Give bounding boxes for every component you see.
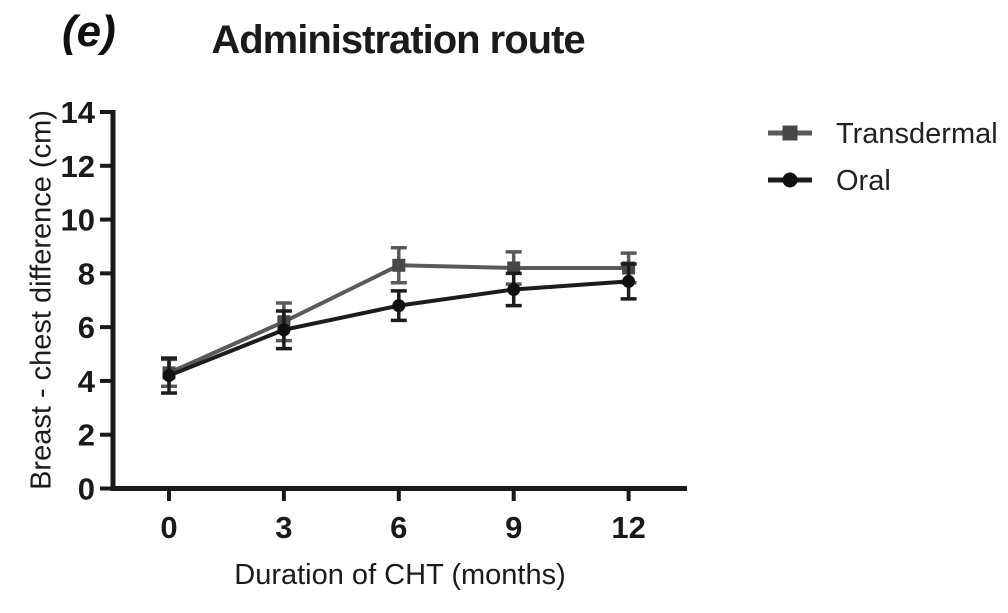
panel-label: (e) (62, 7, 116, 56)
circle-marker (277, 323, 291, 337)
chart-title: Administration route (211, 18, 585, 62)
square-marker (507, 261, 521, 275)
series-oral (161, 262, 637, 395)
x-tick-label: 3 (275, 510, 292, 545)
x-tick-label: 6 (390, 510, 407, 545)
y-tick-label: 12 (61, 149, 95, 184)
legend-square-marker (782, 125, 798, 141)
legend-entry-oral: Oral (768, 165, 891, 197)
circle-marker (162, 369, 176, 383)
y-tick-label: 0 (78, 472, 95, 507)
legend-entry-transdermal: Transdermal (768, 118, 998, 150)
y-tick-label: 2 (78, 418, 95, 453)
x-tick-label: 12 (611, 510, 645, 545)
circle-marker (392, 299, 406, 313)
y-tick-label: 14 (61, 95, 96, 130)
legend-label: Oral (836, 165, 891, 197)
circle-marker (507, 282, 521, 296)
x-tick-label: 0 (160, 510, 177, 545)
y-tick-label: 6 (78, 310, 95, 345)
legend-circle-marker (782, 172, 798, 188)
square-marker (392, 258, 406, 272)
x-axis-title: Duration of CHT (months) (234, 559, 566, 591)
circle-marker (622, 274, 636, 288)
y-tick-label: 8 (78, 256, 95, 291)
x-tick-label: 9 (505, 510, 522, 545)
y-tick-label: 10 (61, 203, 95, 238)
legend-label: Transdermal (836, 118, 998, 150)
y-tick-label: 4 (78, 364, 96, 399)
